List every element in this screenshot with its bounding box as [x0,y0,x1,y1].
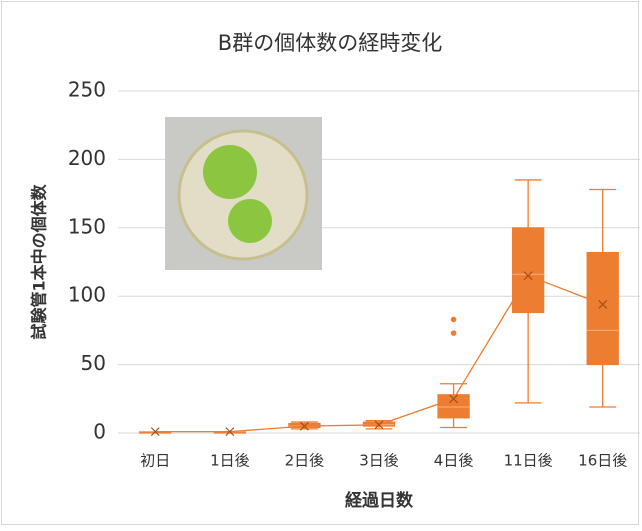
mean-marker [225,427,235,437]
colony [203,145,257,199]
outlier [450,330,457,336]
mean-marker [300,421,309,431]
mean-marker [449,394,458,404]
mean-marker [598,299,608,309]
y-tick-label: 0 [93,420,106,444]
x-tick-label: 1日後 [210,452,250,470]
y-tick-label: 100 [68,283,106,307]
box [586,251,619,366]
x-tick-label: 11日後 [504,452,553,470]
mean-marker [150,427,160,437]
chart-title: B群の個体数の経時変化 [218,31,442,55]
colony [228,199,272,243]
y-tick-label: 250 [68,78,106,102]
y-tick-label: 50 [81,351,106,375]
inset-photo [165,117,322,270]
x-tick-label: 3日後 [359,452,399,470]
mean-marker [374,420,384,430]
outlier [450,316,457,323]
y-tick-label: 150 [68,214,106,238]
y-tick-label: 200 [68,146,106,170]
x-tick-label: 初日 [140,452,170,470]
x-tick-label: 16日後 [578,452,627,470]
y-axis-label: 試験管1本中の個体数 [30,183,49,339]
x-axis-label: 経過日数 [345,490,414,511]
x-tick-label: 2日後 [285,452,325,470]
mean-marker [523,271,533,281]
box [437,394,470,419]
plot-area [139,179,619,437]
x-tick-label: 4日後 [434,452,474,470]
box [511,227,545,314]
